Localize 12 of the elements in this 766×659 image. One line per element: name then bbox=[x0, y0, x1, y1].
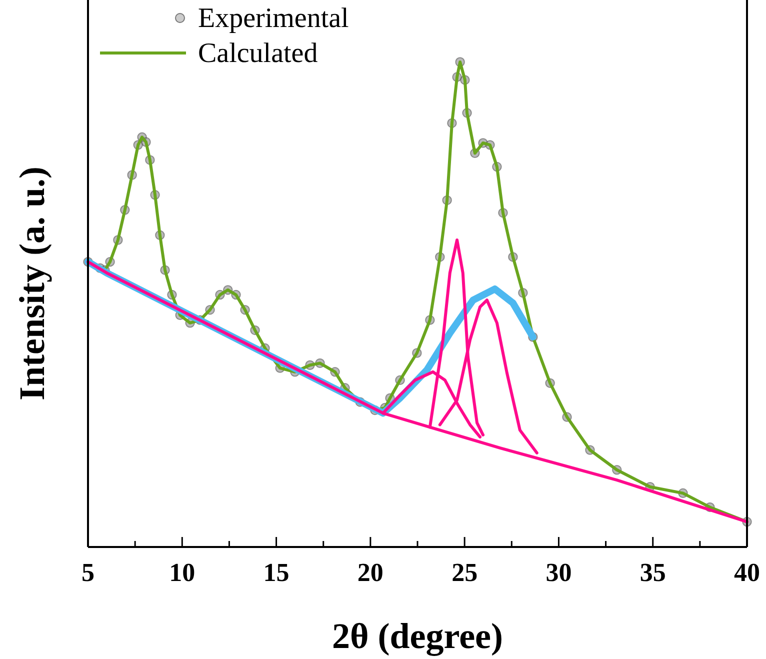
legend-label: Calculated bbox=[198, 38, 318, 69]
x-axis-title: 2θ (degree) bbox=[332, 616, 504, 656]
x-tick-label: 40 bbox=[734, 558, 760, 587]
x-tick-label: 30 bbox=[546, 558, 572, 587]
x-tick-label: 35 bbox=[640, 558, 666, 587]
x-tick-label: 5 bbox=[82, 558, 94, 587]
x-tick-label: 15 bbox=[263, 558, 290, 587]
x-tick-label: 25 bbox=[452, 558, 478, 587]
x-tick-label: 20 bbox=[357, 558, 384, 587]
y-axis-title: Intensity (a. u.) bbox=[12, 166, 52, 401]
x-tick-label: 10 bbox=[169, 558, 196, 587]
legend-label: Experimental bbox=[198, 3, 350, 34]
